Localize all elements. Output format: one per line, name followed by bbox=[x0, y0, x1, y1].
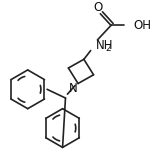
Text: OH: OH bbox=[133, 19, 151, 32]
Text: N: N bbox=[69, 82, 78, 95]
Text: NH: NH bbox=[96, 39, 113, 52]
Text: 2: 2 bbox=[105, 44, 111, 53]
Text: O: O bbox=[94, 2, 103, 14]
